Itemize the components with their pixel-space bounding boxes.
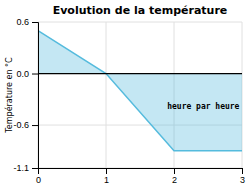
x-axis: 0 1 2 3	[36, 168, 245, 185]
tick: 1	[104, 168, 109, 185]
tick-mark	[174, 168, 175, 174]
tick-label: -1.1	[13, 163, 29, 173]
axis-line	[32, 23, 39, 169]
y-axis: -1.1 -0.6 0.0 0.6	[13, 17, 38, 173]
tick-label: 1	[104, 175, 109, 185]
grid-line	[38, 22, 242, 23]
plot: 0 1 2 3 -1.1 -0.6 0.0 0.6 heure par heure	[13, 17, 245, 185]
zero-line	[38, 73, 242, 74]
tick-label: 0	[36, 175, 41, 185]
tick-label: 0.0	[16, 69, 29, 79]
tick-mark	[242, 168, 243, 174]
tick-label: 0.6	[16, 17, 29, 27]
annotation: heure par heure	[167, 102, 239, 111]
grid-line	[106, 22, 107, 168]
tick: 0.6	[16, 17, 38, 27]
tick: -0.6	[13, 120, 38, 130]
tick: 3	[240, 168, 245, 185]
tick-mark	[32, 125, 38, 126]
tick-mark	[32, 168, 38, 169]
line	[38, 31, 242, 151]
tick-label: 3	[240, 175, 245, 185]
title: Evolution de la température	[53, 4, 228, 17]
tick-mark	[32, 22, 38, 23]
grid	[38, 22, 242, 168]
tick: 0	[36, 168, 41, 185]
tick-label: 2	[172, 175, 177, 185]
area	[38, 31, 242, 151]
tick-label: -0.6	[13, 120, 29, 130]
axis-line	[39, 169, 243, 175]
tick-mark	[32, 74, 38, 75]
y-axis-title: Température en °C	[4, 57, 14, 134]
tick-mark	[106, 168, 107, 174]
tick: -1.1	[13, 163, 38, 173]
tick: 0.0	[16, 69, 38, 79]
chart: 0 1 2 3 -1.1 -0.6 0.0 0.6 heure par heure Tempéra…	[0, 0, 250, 188]
tick: 2	[172, 168, 177, 185]
marks	[38, 31, 242, 151]
grid-line	[38, 73, 242, 74]
